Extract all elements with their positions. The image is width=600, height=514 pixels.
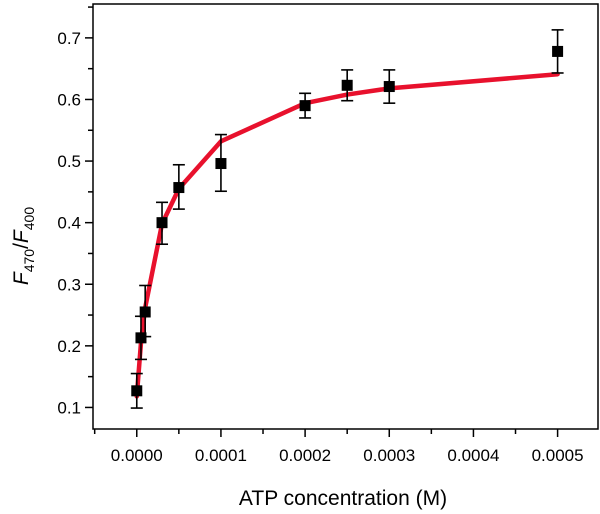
y-axis-title: F470/F400: [10, 207, 37, 285]
data-point: [299, 100, 311, 112]
y-tick-label: 0.6: [57, 90, 81, 109]
y-tick-label: 0.5: [57, 152, 81, 171]
plot-frame: [92, 3, 599, 430]
data-point: [135, 332, 147, 344]
data-point: [341, 79, 353, 91]
y-title-part: F: [10, 229, 33, 243]
fit-curve-layer: [134, 71, 560, 399]
tick-labels: 0.0000 0.0001 0.0002 0.0003 0.0004 0.0005 0.1 0…: [57, 29, 583, 465]
y-tick-label: 0.7: [57, 29, 81, 48]
y-title-subscript: 470: [21, 249, 37, 273]
x-tick-label: 0.0002: [279, 446, 331, 465]
axes-frame: [92, 3, 599, 430]
data-point: [383, 81, 395, 93]
y-tick-label: 0.2: [57, 337, 81, 356]
y-title-part: F: [10, 271, 33, 285]
data-point: [552, 45, 564, 57]
y-tick-label: 0.1: [57, 398, 81, 417]
data-point: [173, 182, 185, 194]
data-point-layer: [131, 45, 564, 397]
y-tick-label: 0.4: [57, 214, 81, 233]
x-tick-label: 0.0004: [447, 446, 499, 465]
fit-curve: [134, 71, 560, 399]
x-axis-title: ATP concentration (M): [239, 487, 447, 510]
data-point: [131, 385, 143, 397]
tick-marks: [85, 6, 559, 437]
data-point: [139, 306, 151, 318]
y-title-subscript: 400: [21, 207, 37, 231]
x-tick-label: 0.0000: [111, 446, 163, 465]
x-tick-label: 0.0005: [532, 446, 584, 465]
y-tick-label: 0.3: [57, 275, 81, 294]
data-point: [215, 158, 227, 170]
x-tick-label: 0.0003: [363, 446, 415, 465]
x-tick-label: 0.0001: [195, 446, 247, 465]
y-title-part: /: [10, 243, 33, 249]
data-point: [156, 217, 168, 229]
